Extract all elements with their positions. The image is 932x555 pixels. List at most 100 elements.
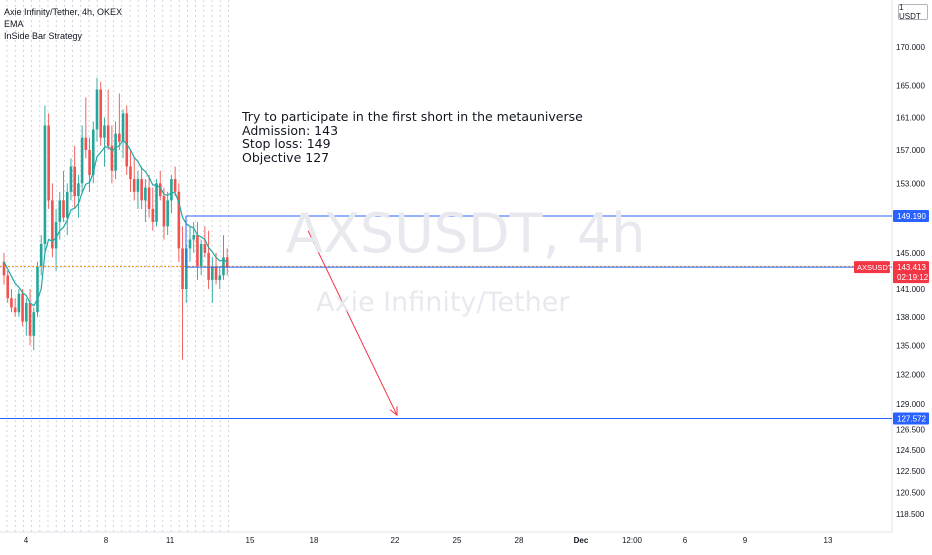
- y-tick-label: 138.000: [896, 313, 925, 322]
- candle-body[interactable]: [136, 179, 140, 192]
- trade-annotation[interactable]: Try to participate in the first short in…: [242, 110, 583, 164]
- candle-body[interactable]: [214, 266, 218, 280]
- candle-body[interactable]: [47, 125, 50, 201]
- annotation-line-1: Try to participate in the first short in…: [242, 109, 583, 124]
- y-tick-label: 129.000: [896, 400, 925, 409]
- y-tick-label: 124.500: [896, 446, 925, 455]
- candle-body[interactable]: [13, 307, 17, 313]
- y-tick-label: 141.000: [896, 285, 925, 294]
- last-price-value: 143.413: [897, 263, 926, 272]
- candle-body[interactable]: [203, 243, 207, 253]
- x-tick-label: 18: [310, 536, 319, 545]
- x-tick-label: 22: [391, 536, 400, 545]
- candle-body[interactable]: [162, 196, 166, 227]
- candle-body[interactable]: [211, 266, 214, 280]
- legend-indicator-ema[interactable]: EMA: [4, 19, 24, 29]
- annotation-line-4: Objective 127: [242, 149, 330, 165]
- y-tick-label: 157.000: [896, 146, 925, 155]
- candle-body[interactable]: [25, 302, 28, 322]
- candle-body[interactable]: [69, 166, 73, 192]
- candle-body[interactable]: [21, 293, 24, 322]
- legend-indicator-strategy[interactable]: InSide Bar Strategy: [4, 31, 83, 41]
- stop-loss-badge-bg: [893, 209, 929, 222]
- candle-body[interactable]: [121, 113, 125, 142]
- candle-body[interactable]: [140, 179, 143, 201]
- candle-body[interactable]: [222, 257, 225, 276]
- stop-loss-badge: 149.190: [897, 212, 926, 221]
- candle-body[interactable]: [51, 200, 54, 249]
- candle-body[interactable]: [88, 149, 91, 175]
- candle-body[interactable]: [188, 239, 192, 249]
- watermark-name: Axie Infinity/Tether: [316, 287, 570, 318]
- x-tick-label: 12:00: [622, 536, 643, 545]
- legend-symbol[interactable]: Axie Infinity/Tether, 4h, OKEX: [4, 7, 123, 17]
- candle-body[interactable]: [181, 248, 184, 290]
- candle-body[interactable]: [196, 235, 199, 267]
- candle-body[interactable]: [125, 113, 129, 167]
- candle-body[interactable]: [58, 200, 62, 222]
- entry-level-line[interactable]: [185, 215, 892, 268]
- candle-body[interactable]: [10, 298, 13, 308]
- candle-body[interactable]: [218, 275, 222, 280]
- candle-body[interactable]: [144, 187, 147, 201]
- y-tick-label: 161.000: [896, 113, 925, 122]
- annotation-line-3: Stop loss: 149: [242, 136, 331, 151]
- candle-body[interactable]: [62, 200, 65, 218]
- candle-body[interactable]: [114, 133, 117, 171]
- target-badge: 127.572: [897, 415, 926, 424]
- candle-body[interactable]: [43, 125, 47, 244]
- candle-body[interactable]: [65, 191, 69, 218]
- candle-body[interactable]: [2, 261, 6, 276]
- candle-body[interactable]: [80, 137, 84, 184]
- candle-body[interactable]: [155, 183, 158, 222]
- candle-body[interactable]: [28, 302, 32, 336]
- candle-body[interactable]: [118, 133, 121, 142]
- x-tick-label: 25: [453, 536, 462, 545]
- candle-body[interactable]: [110, 145, 114, 171]
- arrow-head: [389, 406, 398, 417]
- candle-body[interactable]: [151, 208, 155, 222]
- currency-selector[interactable]: 1 USDT: [898, 3, 928, 21]
- y-tick-label: 135.000: [896, 341, 925, 350]
- candle-body[interactable]: [225, 257, 229, 268]
- candle-body[interactable]: [147, 187, 151, 209]
- last-price-badge-bg: [893, 261, 929, 284]
- candle-body[interactable]: [77, 183, 80, 197]
- candle-body[interactable]: [166, 200, 169, 227]
- x-tick-label: 6: [683, 536, 688, 545]
- candle-body[interactable]: [173, 179, 177, 192]
- candle-body[interactable]: [106, 125, 110, 146]
- candle-body[interactable]: [192, 235, 196, 240]
- candle-body[interactable]: [84, 137, 88, 150]
- candle-body[interactable]: [39, 243, 43, 267]
- candle-body[interactable]: [95, 89, 99, 130]
- candle-body[interactable]: [177, 191, 181, 249]
- y-tick-label: 126.500: [896, 425, 925, 434]
- candle-body[interactable]: [158, 183, 162, 197]
- candle-body[interactable]: [6, 275, 10, 299]
- candle-body[interactable]: [184, 248, 188, 290]
- chart-legend: Axie Infinity/Tether, 4h, OKEX EMA InSid…: [4, 6, 122, 42]
- candle-body[interactable]: [17, 293, 21, 313]
- candle-body[interactable]: [103, 125, 106, 138]
- ema-line[interactable]: [3, 139, 228, 307]
- candle-body[interactable]: [73, 166, 76, 197]
- x-tick-label: 8: [104, 536, 109, 545]
- y-tick-label: 132.000: [896, 370, 925, 379]
- candle-body[interactable]: [99, 89, 103, 138]
- candle-body[interactable]: [91, 129, 95, 175]
- candle-body[interactable]: [129, 166, 132, 180]
- candle-body[interactable]: [199, 243, 203, 267]
- candle-body[interactable]: [36, 266, 39, 313]
- candle-body[interactable]: [54, 221, 58, 249]
- y-tick-label: 153.000: [896, 179, 925, 188]
- x-tick-label: 15: [246, 536, 255, 545]
- candle-body[interactable]: [32, 312, 36, 336]
- y-tick-label: 118.500: [896, 510, 925, 519]
- candle-body[interactable]: [170, 179, 173, 201]
- symbol-tag: AXSUSDT: [857, 263, 893, 272]
- candle-body[interactable]: [132, 179, 136, 192]
- arrow-line[interactable]: [307, 230, 398, 416]
